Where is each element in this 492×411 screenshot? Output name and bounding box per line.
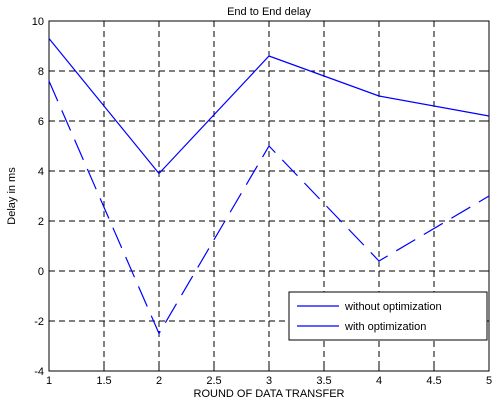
legend-label-without-optimization: without optimization <box>344 301 442 313</box>
y-tick-label: 8 <box>38 66 44 78</box>
chart-title: End to End delay <box>227 6 311 18</box>
x-tick-label: 2 <box>156 375 162 387</box>
x-tick-label: 1.5 <box>96 375 111 387</box>
y-tick-label: 2 <box>38 216 44 228</box>
legend-label-with-optimization: with optimization <box>344 321 426 333</box>
y-tick-label: 0 <box>38 266 44 278</box>
x-tick-label: 3 <box>266 375 272 387</box>
legend: without optimization with optimization <box>289 292 487 340</box>
x-tick-label: 4.5 <box>426 375 441 387</box>
y-tick-labels: -4 -2 0 2 4 6 8 10 <box>32 16 44 378</box>
x-tick-label: 4 <box>376 375 382 387</box>
x-tick-label: 1 <box>46 375 52 387</box>
x-tick-labels: 1 1.5 2 2.5 3 3.5 4 4.5 5 <box>46 375 492 387</box>
y-tick-label: 6 <box>38 116 44 128</box>
y-tick-label: -2 <box>34 316 44 328</box>
y-tick-label: 4 <box>38 166 44 178</box>
x-tick-label: 2.5 <box>206 375 221 387</box>
x-tick-label: 5 <box>486 375 492 387</box>
y-axis-label: Delay in ms <box>6 167 18 225</box>
x-tick-label: 3.5 <box>316 375 331 387</box>
y-tick-label: -4 <box>34 366 44 378</box>
y-tick-label: 10 <box>32 16 44 28</box>
x-axis-label: ROUND OF DATA TRANSFER <box>194 388 345 400</box>
